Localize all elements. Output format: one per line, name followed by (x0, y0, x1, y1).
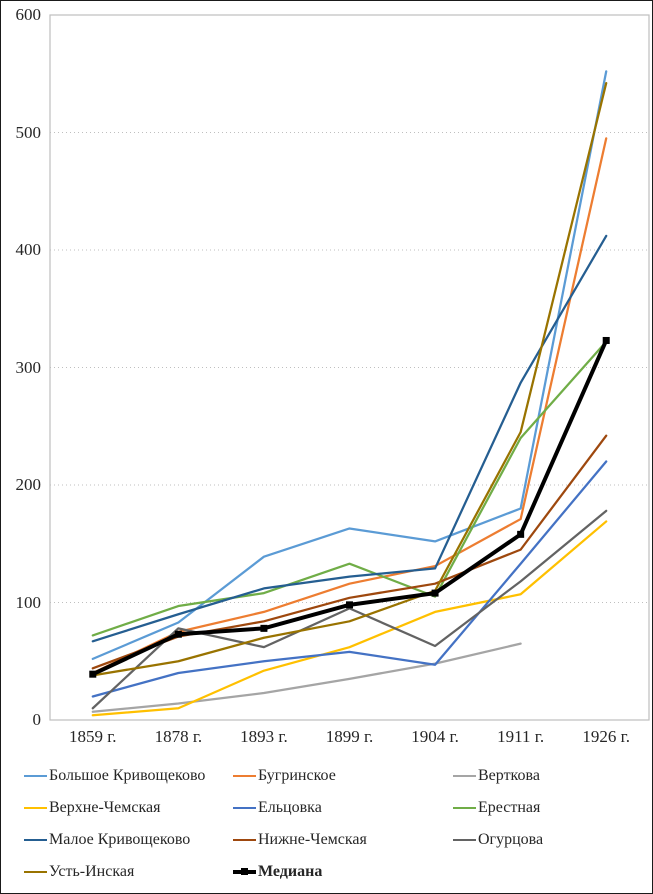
legend-label: Верхне-Чемская (49, 799, 161, 816)
x-tick-label: 1899 г. (325, 727, 374, 746)
y-tick-label: 0 (32, 710, 42, 729)
legend-swatch (24, 775, 47, 777)
line-chart-canvas (49, 14, 650, 721)
legend-item: Верхне-Чемская (24, 797, 160, 819)
y-tick-label: 500 (15, 122, 42, 142)
legend-swatch (24, 871, 47, 873)
legend-swatch (24, 839, 47, 841)
x-tick-label: 1859 г. (69, 727, 117, 746)
legend-label: Усть-Инская (49, 863, 135, 880)
legend-item: Бугринское (233, 765, 336, 787)
legend-swatch (453, 807, 476, 809)
legend-item: Малое Кривощеково (24, 829, 190, 851)
y-tick-label: 100 (15, 592, 42, 612)
legend-item: Большое Кривощеково (24, 765, 205, 787)
legend-label: Большое Кривощеково (49, 767, 206, 784)
legend-item: Ельцовка (233, 797, 322, 819)
legend-label: Нижне-Чемская (258, 831, 367, 848)
legend-swatch (233, 775, 256, 777)
legend-swatch (233, 839, 256, 841)
x-tick-label: 1911 г. (497, 727, 545, 746)
legend-item: Ерестная (453, 797, 540, 819)
median-square-marker (241, 868, 248, 875)
y-tick-label: 300 (15, 357, 42, 377)
legend-label: Медиана (258, 863, 323, 880)
legend-item: Огурцова (453, 829, 543, 851)
legend-swatch (233, 868, 256, 875)
x-tick-label: 1893 г. (240, 727, 288, 746)
x-tick-label: 1926 г. (582, 727, 630, 746)
legend-item-median: Медиана (233, 861, 322, 883)
legend-label: Малое Кривощеково (49, 831, 191, 848)
x-tick-label: 1878 г. (154, 727, 203, 746)
y-tick-label: 400 (15, 240, 42, 259)
legend-item: Нижне-Чемская (233, 829, 367, 851)
legend-label: Ерестная (478, 799, 541, 816)
legend-item: Верткова (453, 765, 540, 787)
legend-label: Бугринское (258, 767, 336, 784)
legend-swatch (453, 839, 476, 841)
y-tick-label: 200 (15, 475, 42, 494)
legend-label: Верткова (478, 767, 540, 784)
legend-label: Огурцова (478, 831, 544, 848)
legend-swatch (233, 807, 256, 809)
legend-label: Ельцовка (258, 799, 322, 816)
y-tick-label: 600 (15, 5, 42, 24)
legend-item: Усть-Инская (24, 861, 134, 883)
x-tick-label: 1904 г. (411, 727, 459, 746)
legend-swatch (24, 807, 47, 809)
legend-swatch (453, 775, 476, 777)
